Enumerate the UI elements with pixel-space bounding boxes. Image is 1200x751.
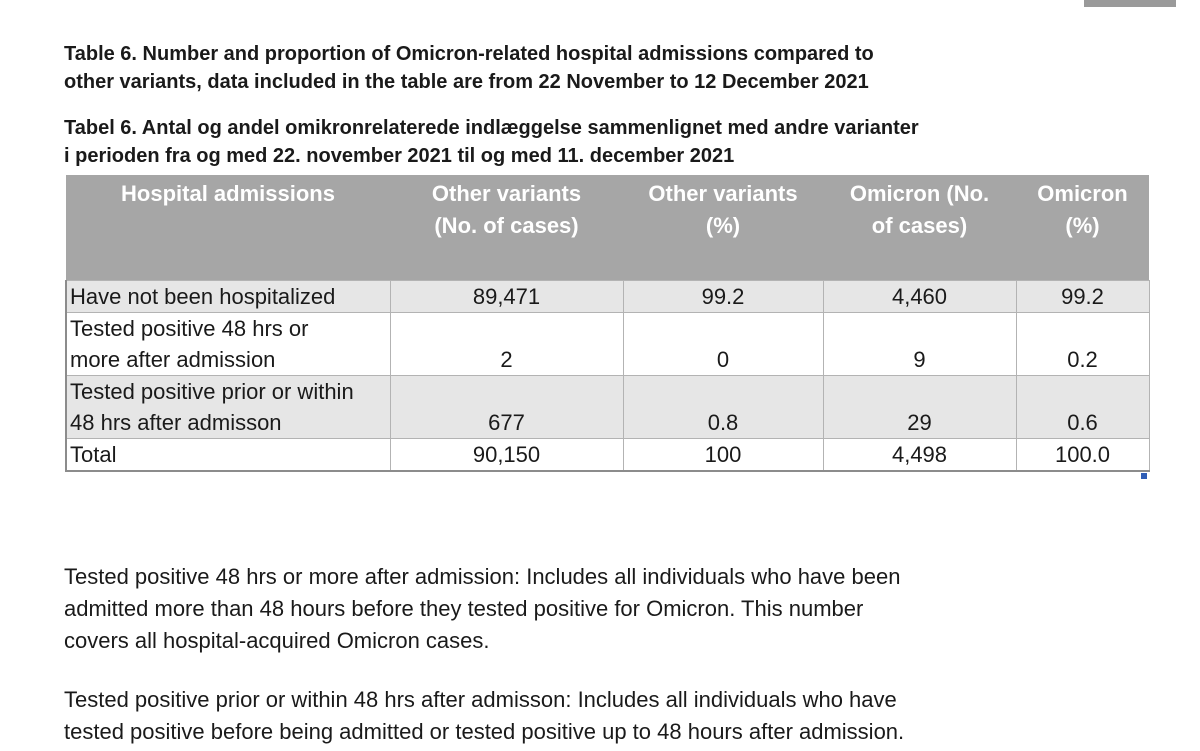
row-label: Tested positive 48 hrs or more after adm… bbox=[65, 312, 391, 376]
title-danish-line-1: Tabel 6. Antal og andel omikronrelatered… bbox=[64, 117, 919, 139]
table-cell: 99.2 bbox=[1015, 280, 1150, 313]
scroll-corner-tab bbox=[1084, 0, 1176, 7]
table-cell: 4,498 bbox=[822, 438, 1017, 472]
table-cell: 0.8 bbox=[622, 375, 824, 439]
table-cell: 4,460 bbox=[822, 280, 1017, 313]
hospital-admissions-table: Hospital admissions Other variants (No. … bbox=[65, 175, 1150, 472]
table-cell: 100 bbox=[622, 438, 824, 472]
table-header-row: Hospital admissions Other variants (No. … bbox=[66, 175, 1149, 281]
table-title-danish: Tabel 6. Antal og andel omikronrelatered… bbox=[64, 114, 919, 170]
row-label: Tested positive prior or within 48 hrs a… bbox=[65, 375, 391, 439]
row-label: Total bbox=[65, 438, 391, 472]
table-cell: 0.6 bbox=[1015, 375, 1150, 439]
table-cell: 89,471 bbox=[389, 280, 624, 313]
footnote-within-48hrs: Tested positive prior or within 48 hrs a… bbox=[64, 687, 905, 744]
header-hospital-admissions: Hospital admissions bbox=[66, 175, 390, 281]
table-cell: 99.2 bbox=[622, 280, 824, 313]
title-english-line-2: other variants, data included in the tab… bbox=[64, 71, 869, 93]
header-other-variants-percent: Other variants (%) bbox=[623, 175, 823, 281]
table-row: Tested positive prior or within 48 hrs a… bbox=[65, 375, 1150, 439]
header-other-variants-cases: Other variants (No. of cases) bbox=[390, 175, 623, 281]
table-cell: 100.0 bbox=[1015, 438, 1150, 472]
table-cell: 2 bbox=[389, 312, 624, 376]
row-label: Have not been hospitalized bbox=[65, 280, 391, 313]
table-row: Tested positive 48 hrs or more after adm… bbox=[65, 312, 1150, 376]
table-row: Have not been hospitalized 89,471 99.2 4… bbox=[65, 280, 1150, 313]
table-cell: 90,150 bbox=[389, 438, 624, 472]
title-danish-line-2: i perioden fra og med 22. november 2021 … bbox=[64, 145, 735, 167]
footnote-hospital-acquired: Tested positive 48 hrs or more after adm… bbox=[64, 564, 901, 653]
table-cell: 677 bbox=[389, 375, 624, 439]
title-english-line-1: Table 6. Number and proportion of Omicro… bbox=[64, 43, 874, 65]
table-row-total: Total 90,150 100 4,498 100.0 bbox=[65, 438, 1150, 472]
header-omicron-cases: Omicron (No. of cases) bbox=[823, 175, 1016, 281]
table-cell: 0 bbox=[622, 312, 824, 376]
header-omicron-percent: Omicron (%) bbox=[1016, 175, 1149, 281]
table-title-english: Table 6. Number and proportion of Omicro… bbox=[64, 40, 874, 96]
table-cell: 0.2 bbox=[1015, 312, 1150, 376]
table-resize-handle[interactable] bbox=[1141, 473, 1147, 479]
table-cell: 9 bbox=[822, 312, 1017, 376]
table-cell: 29 bbox=[822, 375, 1017, 439]
